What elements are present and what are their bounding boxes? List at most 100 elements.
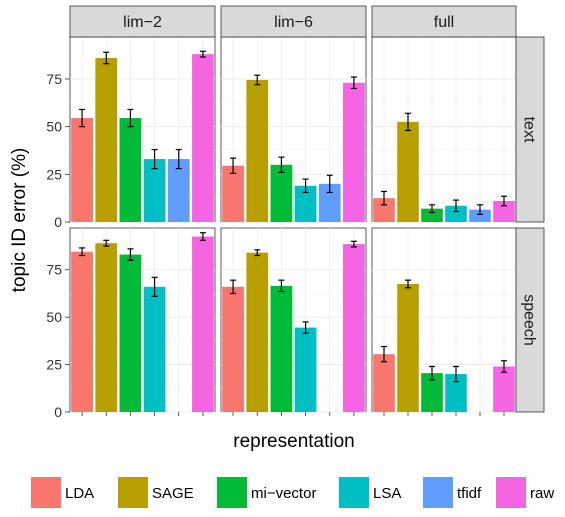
strip-lim-2: lim−2 (69, 5, 216, 38)
error-bar-lda (230, 157, 237, 174)
error-bar-lda (381, 190, 387, 206)
error-bar-raw (501, 360, 507, 373)
bar-mi-vector (119, 254, 142, 412)
strip-label: lim−6 (274, 14, 313, 31)
error-bar-raw (350, 240, 357, 248)
panel-background (220, 36, 367, 223)
legend-swatch (118, 477, 148, 508)
bar-raw (343, 244, 365, 412)
error-bar-sage (103, 51, 110, 65)
bar-lsa (294, 185, 317, 222)
bar-lda (373, 198, 395, 222)
bar-sage (95, 57, 118, 222)
bar-sage (246, 79, 269, 222)
strips-layer: lim−2 lim−6 full text speech (69, 5, 545, 413)
legend-label: tfidf (457, 485, 482, 502)
strip-label: lim−2 (123, 14, 162, 31)
error-bar-lsa (453, 199, 459, 213)
bar-mi-vector (270, 164, 293, 222)
legend-item-raw: raw (496, 477, 554, 508)
panel-lim-2-speech (69, 227, 216, 416)
error-bar-raw (199, 232, 206, 241)
legend-item-lsa: LSA (339, 477, 401, 508)
bar-lda (222, 165, 244, 222)
error-bar-lda (79, 108, 86, 128)
bar-lda (71, 251, 93, 412)
error-bar-raw (501, 195, 507, 207)
error-bar-mi-vector (429, 365, 435, 381)
bar-mi-vector (270, 285, 293, 412)
error-bar-sage (405, 279, 411, 289)
strip-full: full (371, 5, 517, 38)
legend-item-sage: SAGE (118, 477, 194, 508)
bar-mi-vector (119, 118, 142, 222)
panel-full-text (371, 36, 517, 223)
legend-item-tfidf: tfidf (423, 477, 482, 508)
bar-tfidf (469, 209, 491, 222)
bar-lda (373, 354, 395, 412)
legend-swatch (496, 477, 526, 508)
error-bar-lsa (302, 178, 309, 194)
y-axis-label: topic ID error (%) (9, 148, 30, 293)
error-bar-sage (103, 239, 110, 247)
y-tick-label: 25 (46, 357, 62, 373)
strip-lim-6: lim−6 (220, 5, 367, 38)
error-bar-lda (230, 279, 237, 295)
y-tick-label: 50 (46, 119, 62, 135)
bar-tfidf (318, 183, 341, 222)
error-bar-raw (350, 76, 357, 90)
error-bar-lda (79, 247, 86, 257)
error-bar-lda (381, 345, 387, 363)
bar-sage (95, 243, 118, 412)
y-tick-label: 75 (46, 262, 62, 278)
bar-mi-vector (421, 208, 443, 222)
legend-swatch (217, 477, 247, 508)
panel-background (69, 227, 216, 413)
y-tick-label: 0 (54, 214, 62, 230)
error-bar-lsa (151, 148, 158, 170)
legend-label: SAGE (152, 485, 194, 502)
bar-sage (246, 252, 269, 412)
y-tick-label: 50 (46, 309, 62, 325)
bar-lda (71, 118, 93, 222)
strip-speech: speech (515, 227, 545, 413)
strip-label: full (434, 14, 454, 31)
y-tick-label: 75 (46, 71, 62, 87)
error-bar-lsa (302, 321, 309, 334)
bar-raw (192, 236, 214, 412)
y-tick-label: 0 (54, 404, 62, 420)
bar-raw (343, 82, 365, 222)
panel-full-speech (371, 227, 517, 416)
legend-swatch (423, 477, 453, 508)
error-bar-tfidf (477, 204, 483, 215)
bar-lsa (143, 159, 166, 222)
legend-item-mi-vector: mi−vector (217, 477, 316, 508)
panel-background (220, 227, 367, 413)
legend-label: LSA (373, 485, 401, 502)
bar-lsa (143, 286, 166, 412)
strip-text: text (515, 36, 545, 223)
error-bar-mi-vector (429, 204, 435, 214)
panel-lim-2-text (69, 36, 216, 223)
bar-lda (222, 286, 244, 412)
x-axis-label: representation (233, 431, 354, 452)
bar-lsa (445, 205, 467, 222)
bar-mi-vector (421, 373, 443, 412)
error-bar-tfidf (175, 148, 182, 170)
legend-label: mi−vector (251, 485, 316, 502)
bar-sage (397, 121, 419, 222)
bar-tfidf (167, 159, 190, 222)
error-bar-mi-vector (278, 156, 285, 174)
bar-lsa (294, 327, 317, 412)
bar-raw (493, 366, 515, 412)
legend-item-lda: LDA (31, 477, 94, 508)
error-bar-raw (199, 50, 206, 58)
strip-label: text (521, 117, 538, 143)
y-axes-layer: 0 25 50 75 0 25 50 75 (46, 71, 70, 420)
panel-background (69, 36, 216, 223)
legend-swatch (339, 477, 369, 508)
error-bar-mi-vector (127, 248, 134, 261)
error-bar-sage (405, 112, 411, 132)
strip-label: speech (521, 294, 538, 346)
error-bar-sage (254, 249, 261, 257)
